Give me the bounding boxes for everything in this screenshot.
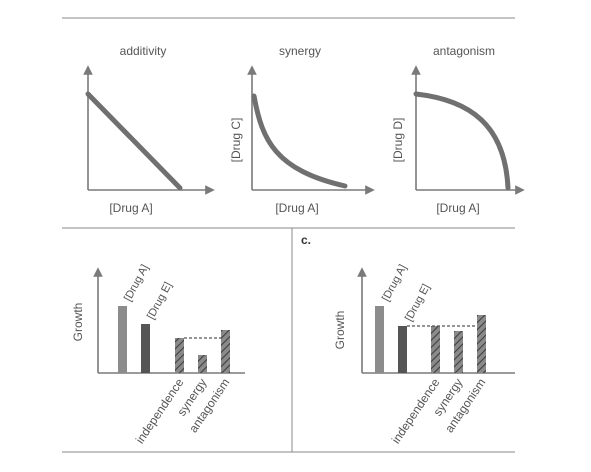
br-drug-e-label: [Drug E] [403, 282, 433, 323]
bl-bar-drug-a [118, 306, 127, 373]
additivity-x-label: [Drug A] [109, 201, 152, 215]
br-bar-drug-e [398, 326, 407, 373]
antagonism-isobole [413, 91, 511, 191]
synergy-y-label: [Drug C] [229, 118, 243, 163]
bottom-left-panel: Growth [Drug A] [Drug E] independence sy… [71, 263, 245, 446]
antagonism-panel: antagonism [Drug D] [Drug A] [391, 44, 525, 215]
br-bar-drug-a [375, 306, 384, 373]
synergy-x-label: [Drug A] [275, 201, 318, 215]
panel-label-c: c. [301, 233, 311, 247]
additivity-panel: additivity [Drug A] [83, 44, 215, 215]
bl-bar-independence [175, 338, 184, 373]
br-bar-antagonism [477, 315, 486, 373]
br-drug-a-label: [Drug A] [380, 263, 409, 304]
antagonism-title: antagonism [433, 44, 495, 58]
bl-drug-e-label: [Drug E] [145, 280, 175, 321]
bottom-right-panel: c. Growth [Drug A] [Drug E] independence… [301, 233, 515, 446]
antagonism-y-label: [Drug D] [391, 118, 405, 163]
bl-bar-synergy [198, 355, 207, 373]
synergy-panel: synergy [Drug C] [Drug A] [229, 44, 375, 215]
bl-bar-drug-e [141, 324, 150, 373]
bl-drug-a-label: [Drug A] [122, 263, 151, 304]
br-bar-independence [431, 326, 440, 373]
br-bar-synergy [454, 331, 463, 373]
bl-bar-antagonism [221, 330, 230, 373]
antagonism-x-label: [Drug A] [436, 201, 479, 215]
additivity-title: additivity [120, 44, 167, 58]
synergy-title: synergy [279, 44, 321, 58]
synergy-isobole [251, 93, 348, 189]
bl-y-label: Growth [71, 303, 85, 342]
additivity-isobole [85, 91, 183, 191]
br-y-label: Growth [333, 311, 347, 350]
